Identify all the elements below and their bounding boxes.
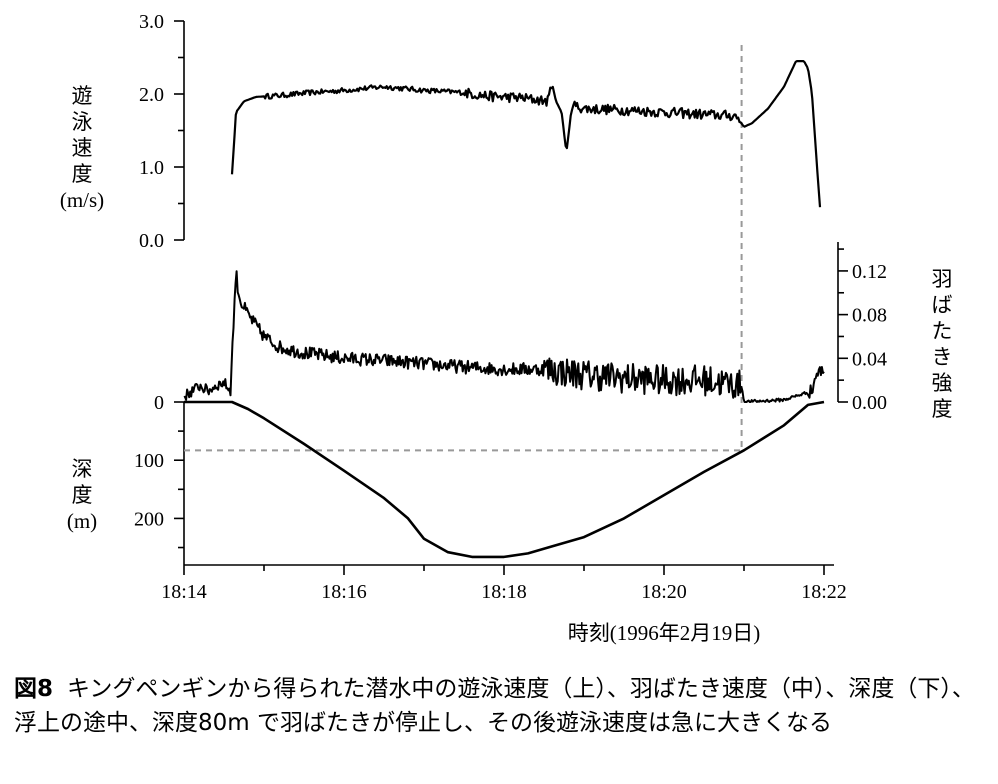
caption-text: キングペンギンから得られた潜水中の遊泳速度（上）、羽ばたき速度（中）、深度（下）…	[14, 676, 975, 736]
x-tick-label: 18:22	[801, 581, 847, 603]
figure-svg: 0.0 1.0 2.0 3.0 0.00 0.04 0.08 0.12 0 100 200 18:14…	[60, 11, 953, 645]
mid-y-axis-label: ば	[932, 293, 953, 317]
mid-y-axis-label: き	[932, 345, 953, 369]
bottom-y-tick-label: 100	[134, 450, 164, 472]
top-y-tick-label: 2.0	[139, 84, 164, 106]
swim-speed-line	[230, 59, 822, 208]
mid-y-axis-label: 羽	[932, 267, 953, 291]
x-axis-label: 時刻(1996年2月19日)	[568, 621, 761, 645]
flipper-intensity-line	[183, 270, 825, 403]
bottom-y-axis-label: (m)	[67, 509, 97, 533]
mid-y-axis-label: た	[932, 319, 953, 343]
top-y-axis-label: 遊	[72, 84, 93, 108]
top-y-axis-label: 泳	[72, 110, 93, 134]
mid-y-tick-label: 0.08	[852, 305, 887, 327]
mid-y-tick-label: 0.04	[852, 348, 887, 370]
x-tick-label: 18:14	[161, 581, 207, 603]
mid-y-tick-label: 0.00	[852, 392, 887, 414]
guide-lines	[184, 45, 743, 452]
top-y-axis-label: (m/s)	[60, 188, 104, 212]
mid-y-tick-label: 0.12	[852, 261, 887, 283]
x-tick-label: 18:18	[481, 581, 527, 603]
bottom-y-axis-label: 度	[72, 483, 93, 507]
bottom-y-tick-label: 200	[134, 508, 164, 530]
figure-caption: 図8 キングペンギンから得られた潜水中の遊泳速度（上）、羽ばたき速度（中）、深度（…	[14, 672, 989, 740]
x-tick-label: 18:16	[321, 581, 367, 603]
top-y-tick-label: 0.0	[139, 230, 164, 252]
top-y-tick-label: 1.0	[139, 157, 164, 179]
bottom-y-tick-label: 0	[154, 392, 164, 414]
mid-y-axis-label: 度	[932, 397, 953, 421]
top-y-tick-label: 3.0	[139, 11, 164, 33]
x-tick-label: 18:20	[641, 581, 687, 603]
axes-layer	[174, 20, 848, 575]
bottom-y-axis-label: 深	[72, 457, 93, 481]
caption-figure-number: 図8	[14, 676, 54, 702]
depth-line	[184, 400, 825, 559]
axis-labels: 0.0 1.0 2.0 3.0 0.00 0.04 0.08 0.12 0 100 200 18:14…	[60, 11, 953, 645]
top-y-axis-label: 度	[72, 162, 93, 186]
data-traces	[183, 59, 825, 559]
mid-y-axis-label: 強	[932, 371, 953, 395]
top-y-axis-label: 速	[72, 136, 93, 160]
